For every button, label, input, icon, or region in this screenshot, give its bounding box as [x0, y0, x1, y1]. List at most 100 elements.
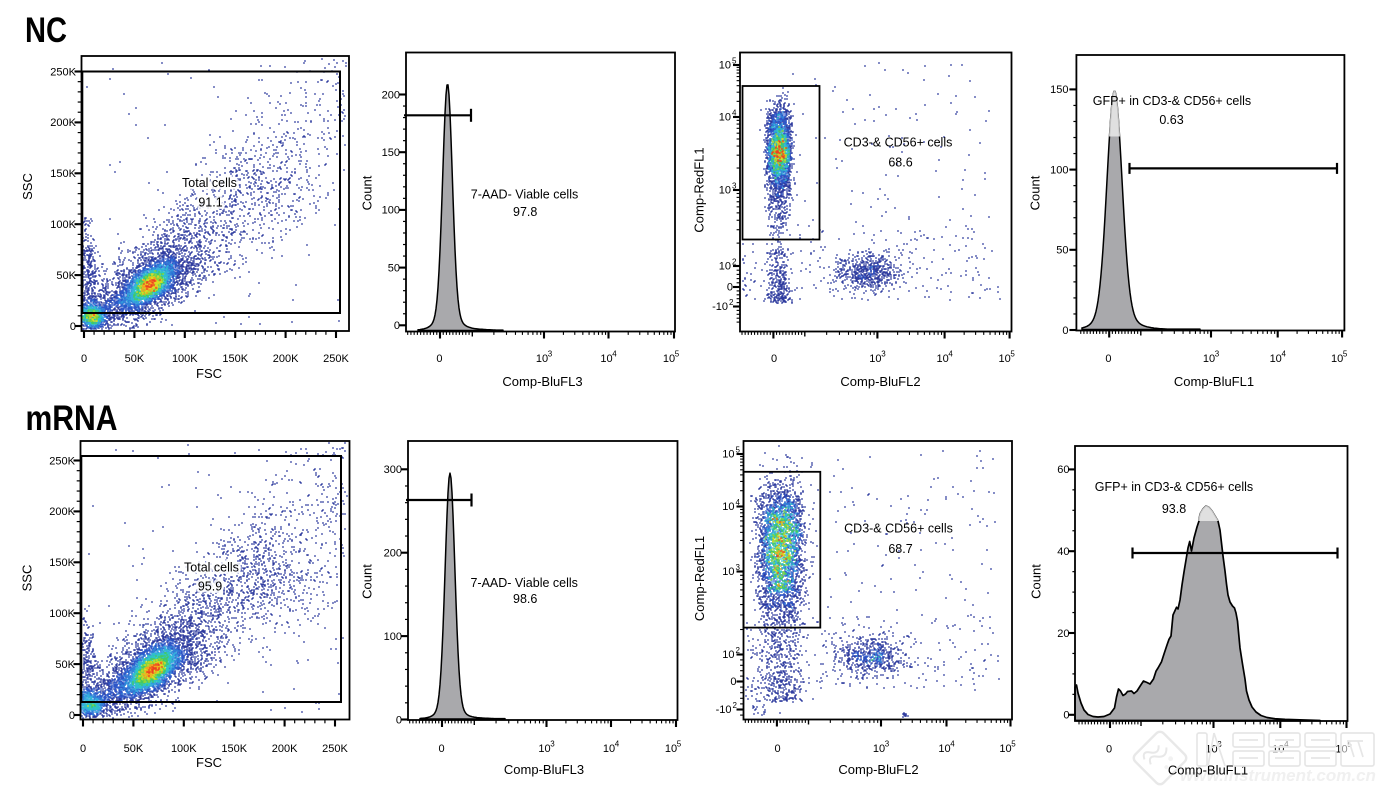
svg-text:10: 10: [665, 743, 677, 755]
svg-text:4: 4: [950, 740, 955, 749]
svg-text:0: 0: [70, 321, 76, 333]
svg-text:200K: 200K: [49, 506, 75, 518]
svg-text:CD3-& CD56+ cells: CD3-& CD56+ cells: [844, 136, 953, 150]
svg-text:10: 10: [603, 743, 615, 755]
svg-text:3: 3: [550, 740, 555, 749]
svg-text:FSC: FSC: [196, 755, 222, 770]
svg-text:200K: 200K: [273, 353, 299, 365]
svg-text:0: 0: [1105, 353, 1111, 365]
svg-text:50K: 50K: [125, 353, 145, 365]
svg-text:98.6: 98.6: [513, 592, 537, 606]
svg-text:150: 150: [1050, 84, 1068, 96]
svg-text:7-AAD- Viable cells: 7-AAD- Viable cells: [470, 576, 577, 590]
svg-text:Comp-RedFL1: Comp-RedFL1: [692, 536, 707, 621]
svg-text:Total cells: Total cells: [182, 176, 237, 190]
svg-text:0: 0: [69, 710, 75, 722]
svg-text:SSC: SSC: [20, 565, 35, 592]
svg-text:100K: 100K: [49, 608, 75, 620]
svg-text:5: 5: [677, 740, 682, 749]
svg-text:10: 10: [722, 649, 734, 661]
svg-text:10: 10: [999, 743, 1011, 755]
svg-text:GFP+ in CD3-& CD56+ cells: GFP+ in CD3-& CD56+ cells: [1095, 480, 1253, 494]
svg-text:10: 10: [536, 353, 548, 365]
svg-text:10: 10: [722, 566, 734, 578]
svg-text:2: 2: [736, 646, 741, 655]
svg-text:95.9: 95.9: [198, 580, 222, 594]
svg-text:2: 2: [729, 298, 734, 307]
svg-text:10: 10: [938, 743, 950, 755]
svg-text:3: 3: [881, 350, 886, 359]
svg-text:150: 150: [382, 147, 400, 159]
svg-text:91.1: 91.1: [198, 196, 222, 210]
svg-text:0: 0: [439, 743, 445, 755]
svg-text:250K: 250K: [322, 743, 348, 755]
svg-text:Count: Count: [1029, 564, 1044, 599]
svg-text:7-AAD- Viable cells: 7-AAD- Viable cells: [471, 188, 578, 202]
svg-text:-10: -10: [716, 704, 732, 716]
svg-text:10: 10: [538, 743, 550, 755]
svg-text:100K: 100K: [171, 743, 197, 755]
svg-text:10: 10: [663, 353, 675, 365]
svg-text:150K: 150K: [50, 168, 76, 180]
svg-text:10: 10: [936, 353, 948, 365]
svg-text:0: 0: [727, 282, 733, 294]
svg-text:10: 10: [722, 501, 734, 513]
svg-text:5: 5: [736, 446, 741, 455]
svg-text:GFP+ in CD3-& CD56+ cells: GFP+ in CD3-& CD56+ cells: [1093, 94, 1251, 108]
svg-text:100: 100: [384, 631, 402, 643]
svg-text:0: 0: [80, 743, 86, 755]
svg-text:300: 300: [384, 464, 402, 476]
svg-text:50K: 50K: [55, 659, 75, 671]
svg-text:97.8: 97.8: [513, 205, 537, 219]
svg-text:150K: 150K: [49, 557, 75, 569]
svg-text:150K: 150K: [222, 353, 248, 365]
svg-text:5: 5: [675, 350, 680, 359]
svg-text:95.9: 95.9: [198, 580, 222, 594]
svg-text:mRNA: mRNA: [26, 399, 118, 438]
svg-text:10: 10: [719, 60, 731, 72]
svg-text:0: 0: [774, 743, 780, 755]
svg-text:Comp-BluFL1: Comp-BluFL1: [1174, 374, 1254, 389]
svg-text:CD3-& CD56+ cells: CD3-& CD56+ cells: [844, 522, 953, 536]
svg-text:4: 4: [615, 740, 620, 749]
svg-text:3: 3: [732, 182, 737, 191]
svg-text:100: 100: [382, 205, 400, 217]
svg-text:40: 40: [1057, 546, 1069, 558]
svg-text:100: 100: [1050, 164, 1068, 176]
svg-text:100K: 100K: [172, 353, 198, 365]
svg-text:50K: 50K: [124, 743, 144, 755]
svg-text:Total cells: Total cells: [182, 176, 237, 190]
svg-text:4: 4: [948, 350, 953, 359]
svg-text:3: 3: [548, 350, 553, 359]
svg-text:68.7: 68.7: [888, 542, 912, 556]
svg-text:0: 0: [436, 353, 442, 365]
svg-text:10: 10: [600, 353, 612, 365]
svg-text:10: 10: [873, 743, 885, 755]
svg-text:10: 10: [998, 353, 1010, 365]
svg-text:Comp-BluFL3: Comp-BluFL3: [502, 374, 582, 389]
svg-text:250K: 250K: [50, 66, 76, 78]
svg-text:0.63: 0.63: [1159, 113, 1183, 127]
svg-text:www.instrument.com.cn: www.instrument.com.cn: [1180, 766, 1376, 785]
svg-text:2: 2: [732, 258, 737, 267]
svg-text:2: 2: [733, 701, 738, 710]
svg-text:0: 0: [771, 353, 777, 365]
svg-text:200K: 200K: [50, 117, 76, 129]
svg-text:Total cells: Total cells: [184, 561, 239, 575]
svg-text:250K: 250K: [49, 455, 75, 467]
svg-text:Total cells: Total cells: [184, 561, 239, 575]
svg-text:5: 5: [1010, 350, 1015, 359]
svg-text:0: 0: [1063, 710, 1069, 722]
svg-text:0: 0: [1062, 325, 1068, 337]
svg-text:0: 0: [730, 676, 736, 688]
svg-text:3: 3: [1215, 350, 1220, 359]
svg-text:100K: 100K: [50, 219, 76, 231]
svg-text:-10: -10: [712, 301, 728, 313]
svg-text:50: 50: [1056, 245, 1068, 257]
svg-text:20: 20: [1057, 628, 1069, 640]
svg-text:60: 60: [1057, 464, 1069, 476]
svg-text:Count: Count: [360, 175, 375, 210]
svg-text:4: 4: [736, 498, 741, 507]
svg-text:50: 50: [388, 262, 400, 274]
svg-text:93.8: 93.8: [1162, 502, 1186, 516]
